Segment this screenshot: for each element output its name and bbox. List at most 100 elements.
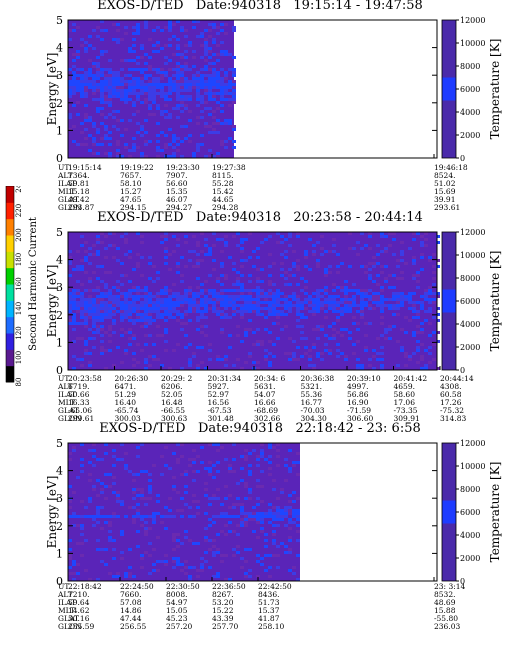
heatmap-cell (164, 26, 168, 29)
heatmap-cell (184, 95, 188, 98)
heatmap-cell (120, 235, 124, 238)
heatmap-cell (224, 358, 228, 361)
heatmap-cell (128, 119, 132, 122)
heatmap-cell (108, 74, 112, 77)
heatmap-cell (128, 74, 132, 77)
heatmap-cell (296, 298, 300, 301)
heatmap-cell (108, 340, 112, 343)
heatmap-cell (84, 349, 88, 352)
heatmap-cell (76, 524, 80, 527)
ephemeris-value: 301.48 (207, 413, 234, 423)
colorbar-tick-label: 200 (15, 228, 23, 241)
heatmap-cell (268, 364, 272, 367)
heatmap-cell (132, 364, 136, 367)
heatmap-cell (208, 23, 212, 26)
heatmap-cell (84, 77, 88, 80)
heatmap-cell (148, 277, 152, 280)
heatmap-cell (364, 346, 368, 349)
heatmap-cell (400, 292, 404, 295)
heatmap-cell (88, 497, 92, 500)
heatmap-cell (380, 235, 384, 238)
heatmap-cell (296, 452, 300, 455)
ephemeris-value: 49.42 (68, 194, 90, 204)
y-tick-label: 2 (56, 520, 63, 533)
heatmap-cell (256, 479, 260, 482)
heatmap-cell (296, 461, 300, 464)
heatmap-cell (232, 554, 236, 557)
heatmap-cell (336, 310, 340, 313)
heatmap-cell (248, 512, 252, 515)
heatmap-cell (140, 470, 144, 473)
heatmap-cell (76, 358, 80, 361)
heatmap-cell (100, 560, 104, 563)
heatmap-cell (72, 125, 76, 128)
heatmap-cell (228, 464, 232, 467)
heatmap-cell (68, 539, 72, 542)
heatmap-cell (200, 563, 204, 566)
heatmap-cell (108, 307, 112, 310)
heatmap-cell (204, 253, 208, 256)
heatmap-cell (388, 337, 392, 340)
heatmap-cell (132, 307, 136, 310)
ephemeris-label-glat: GLAT (58, 405, 79, 415)
heatmap-cell (120, 313, 124, 316)
heatmap-cell (172, 80, 176, 83)
heatmap-cell (212, 62, 216, 65)
heatmap-cell (116, 128, 120, 131)
heatmap-cell (228, 521, 232, 524)
ephemeris-value: 43.39 (212, 613, 234, 623)
heatmap-cell (224, 77, 228, 80)
heatmap-cell (244, 334, 248, 337)
heatmap-cell (244, 328, 248, 331)
heatmap-cell (344, 286, 348, 289)
heatmap-cell (104, 89, 108, 92)
heatmap-cell (100, 86, 104, 89)
heatmap-cell (92, 83, 96, 86)
heatmap-cell (116, 259, 120, 262)
heatmap-cell (68, 310, 72, 313)
heatmap-cell (152, 86, 156, 89)
heatmap-cell (256, 247, 260, 250)
heatmap-cell (176, 71, 180, 74)
heatmap-cell (256, 560, 260, 563)
heatmap-cell (156, 155, 160, 158)
heatmap-cell (292, 572, 296, 575)
heatmap-cell (96, 298, 100, 301)
heatmap-cell (168, 44, 172, 47)
heatmap-cell (92, 152, 96, 155)
heatmap-cell (132, 68, 136, 71)
ephemeris-value: 293.61 (434, 202, 461, 212)
heatmap-cell (292, 491, 296, 494)
heatmap-cell (120, 98, 124, 101)
heatmap-cell (180, 473, 184, 476)
heatmap-cell (404, 331, 408, 334)
heatmap-cell (68, 113, 72, 116)
heatmap-cell (248, 518, 252, 521)
heatmap-cell (200, 83, 204, 86)
heatmap-cell (264, 307, 268, 310)
heatmap-cell (188, 89, 192, 92)
plot-frame (67, 19, 438, 159)
heatmap-cell (376, 253, 380, 256)
heatmap-cell (164, 563, 168, 566)
ephemeris-value: -65.06 (68, 405, 93, 415)
heatmap-cell (368, 322, 372, 325)
heatmap-cell (192, 355, 196, 358)
temperature-scale-band (442, 289, 456, 313)
heatmap-cell (132, 77, 136, 80)
heatmap-cell (340, 328, 344, 331)
heatmap-cell (176, 313, 180, 316)
heatmap-cell (220, 283, 224, 286)
heatmap-cell (144, 295, 148, 298)
ephemeris-value: 7657. (120, 170, 142, 180)
heatmap-cell (112, 449, 116, 452)
heatmap-cell (88, 461, 92, 464)
heatmap-cell (88, 86, 92, 89)
ephemeris-value: 16.66 (254, 397, 276, 407)
heatmap-cell (208, 74, 212, 77)
heatmap-cell (272, 304, 276, 307)
heatmap-cell (224, 92, 228, 95)
heatmap-cell (156, 292, 160, 295)
heatmap-cell (144, 316, 148, 319)
heatmap-cell (252, 265, 256, 268)
